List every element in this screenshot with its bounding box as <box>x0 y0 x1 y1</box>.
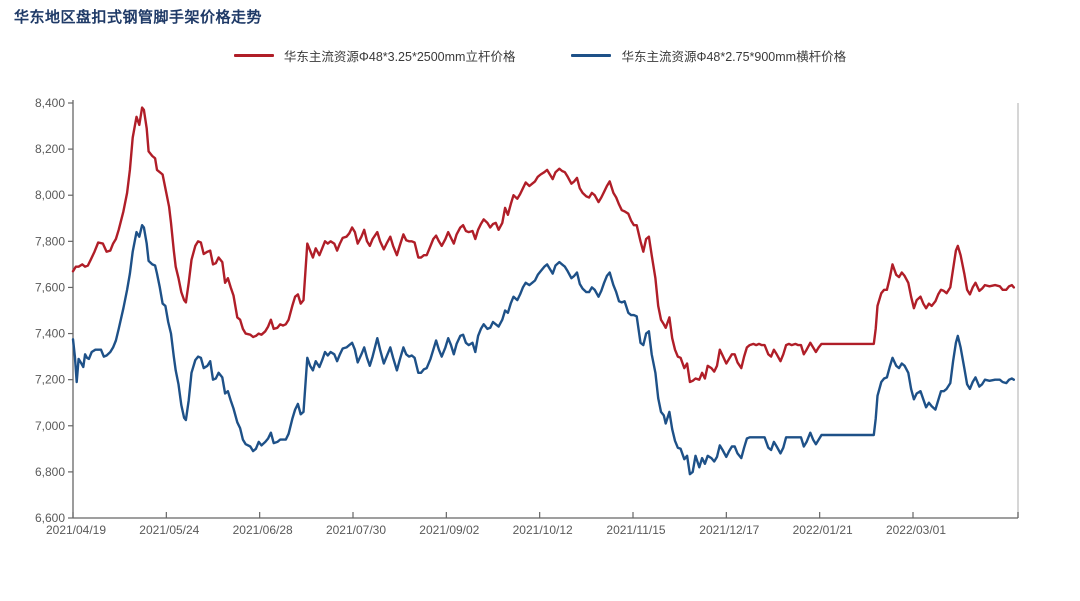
y-axis-label: 7,200 <box>35 373 65 387</box>
x-axis-label: 2021/05/24 <box>139 523 199 537</box>
legend-label-crossbar: 华东主流资源Φ48*2.75*900mm横杆价格 <box>621 50 847 64</box>
x-axis-label: 2022/03/01 <box>886 523 946 537</box>
legend-item-crossbar: 华东主流资源Φ48*2.75*900mm横杆价格 <box>571 46 846 65</box>
x-axis-label: 2021/06/28 <box>233 523 293 537</box>
y-axis-label: 7,600 <box>35 280 65 294</box>
chart-legend: 华东主流资源Φ48*3.25*2500mm立杆价格 华东主流资源Φ48*2.75… <box>0 46 1080 65</box>
x-axis-label: 2021/07/30 <box>326 523 386 537</box>
x-axis-label: 2022/01/21 <box>793 523 853 537</box>
series-line-0 <box>71 106 1015 384</box>
legend-swatch-blue <box>571 54 612 57</box>
y-axis-label: 8,000 <box>35 188 65 202</box>
y-axis-label: 7,800 <box>35 234 65 248</box>
x-axis-label: 2021/10/12 <box>513 523 573 537</box>
y-axis-label: 7,400 <box>35 327 65 341</box>
x-axis-label: 2021/12/17 <box>699 523 759 537</box>
x-axis-label: 2021/09/02 <box>419 523 479 537</box>
x-axis-label: 2021/11/15 <box>606 523 665 537</box>
legend-item-vertical-pole: 华东主流资源Φ48*3.25*2500mm立杆价格 <box>233 46 516 65</box>
chart-title: 华东地区盘扣式钢管脚手架价格走势 <box>14 9 263 26</box>
y-axis-label: 8,200 <box>35 142 65 156</box>
series-line-1 <box>71 223 1015 476</box>
y-axis-label: 7,000 <box>35 419 65 433</box>
legend-label-vertical-pole: 华东主流资源Φ48*3.25*2500mm立杆价格 <box>283 50 516 64</box>
legend-swatch-red <box>233 54 274 57</box>
y-axis-label: 6,800 <box>35 465 65 479</box>
x-axis-label: 2021/04/19 <box>46 523 106 537</box>
y-axis-label: 8,400 <box>35 96 65 110</box>
y-axis-label: 6,600 <box>35 511 65 525</box>
